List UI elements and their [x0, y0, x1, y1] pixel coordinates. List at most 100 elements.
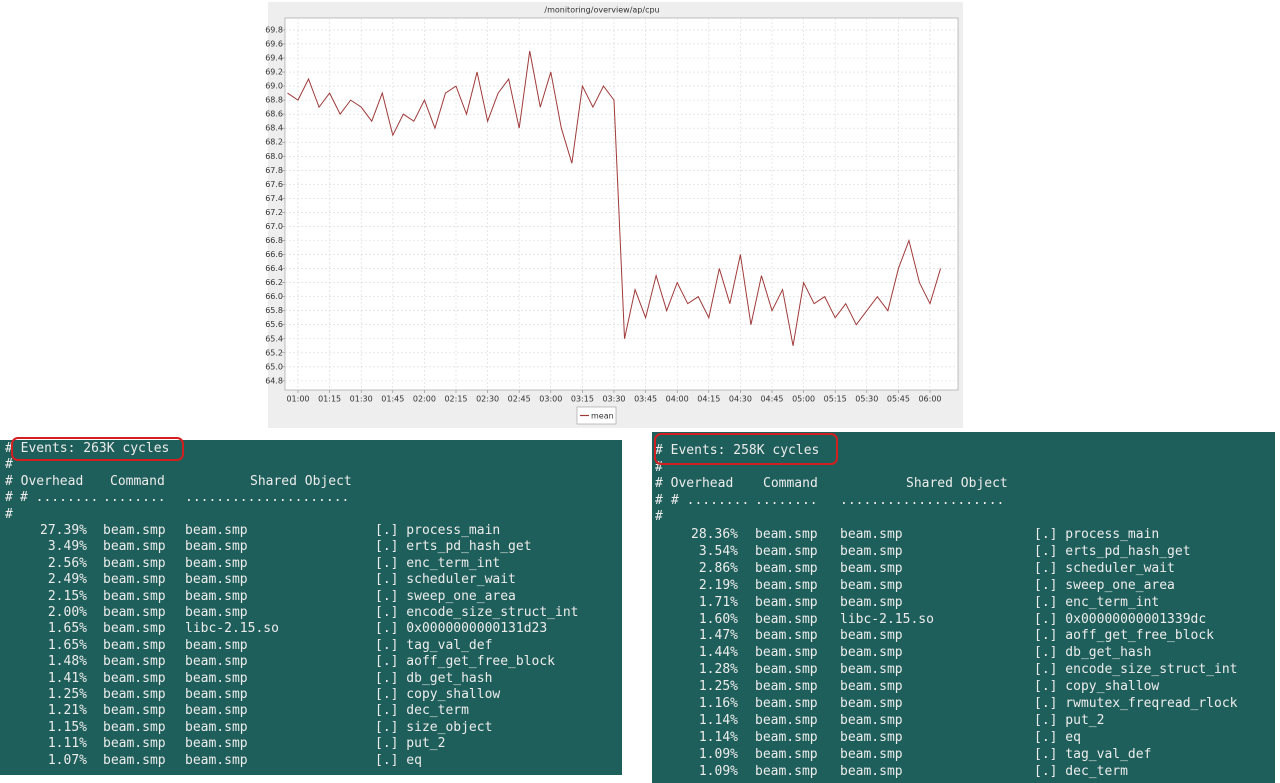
y-tick-label: 67.0	[265, 222, 283, 231]
chart-title: /monitoring/overview/ap/cpu	[544, 6, 659, 15]
highlight-box	[654, 433, 838, 465]
overhead: 1.09%	[698, 746, 738, 762]
symbol: [.] enc_term_int	[1034, 594, 1160, 610]
command: beam.smp	[103, 719, 166, 735]
symbol: [.] tag_val_def	[375, 637, 493, 653]
overhead: 2.15%	[47, 588, 87, 604]
command: beam.smp	[755, 645, 818, 661]
symbol: [.] tag_val_def	[1034, 746, 1152, 762]
overhead: 2.19%	[698, 577, 738, 593]
overhead: 1.11%	[47, 736, 87, 752]
symbol: [.] db_get_hash	[375, 670, 493, 686]
shared-object: beam.smp	[185, 555, 248, 571]
shared-object: beam.smp	[840, 746, 903, 762]
y-tick-label: 68.0	[265, 152, 283, 161]
symbol: [.] aoff_get_free_block	[1034, 628, 1215, 644]
command: beam.smp	[103, 572, 166, 588]
shared-object: beam.smp	[840, 662, 903, 678]
shared-object: beam.smp	[185, 703, 248, 719]
shared-object: beam.smp	[840, 645, 903, 661]
command: beam.smp	[755, 594, 818, 610]
command: beam.smp	[755, 679, 818, 695]
y-tick-label: 67.6	[265, 180, 283, 189]
command: beam.smp	[755, 527, 818, 542]
y-tick-label: 69.4	[265, 54, 283, 63]
command: beam.smp	[755, 560, 818, 576]
symbol: [.] scheduler_wait	[375, 572, 516, 588]
comment-line: #	[655, 492, 663, 508]
y-tick-label: 69.0	[265, 82, 283, 91]
overhead: 28.36%	[691, 527, 738, 542]
y-tick-label: 65.2	[265, 348, 283, 357]
dots: ........	[755, 492, 818, 508]
dots: # ........	[671, 492, 750, 508]
symbol: [.] scheduler_wait	[1034, 560, 1175, 576]
symbol: [.] enc_term_int	[375, 555, 501, 571]
shared-object: beam.smp	[185, 523, 248, 538]
command: beam.smp	[755, 729, 818, 745]
column-header: Shared Object	[250, 473, 352, 489]
symbol: [.] sweep_one_area	[375, 588, 516, 604]
symbol: [.] 0x0000000000131d23	[375, 621, 548, 637]
shared-object: beam.smp	[185, 670, 248, 686]
symbol: [.] erts_pd_hash_get	[375, 539, 532, 555]
comment-line: #	[5, 457, 13, 473]
events-line: # Events: 263K cycles	[5, 441, 170, 456]
shared-object: beam.smp	[840, 543, 903, 559]
overhead: 1.14%	[698, 729, 738, 745]
command: beam.smp	[755, 712, 818, 728]
symbol: [.] size_object	[375, 719, 493, 735]
y-tick-label: 67.2	[265, 208, 283, 217]
column-header: # Overhead	[655, 476, 734, 492]
x-tick-label: 04:00	[666, 395, 689, 404]
overhead: 1.65%	[47, 621, 87, 637]
events-line: # Events: 258K cycles	[655, 443, 820, 458]
comment-line: #	[655, 459, 663, 475]
y-tick-label: 66.8	[265, 236, 283, 245]
command: beam.smp	[755, 696, 818, 711]
shared-object: beam.smp	[185, 687, 248, 702]
overhead: 1.25%	[47, 687, 87, 702]
shared-object: beam.smp	[185, 752, 248, 768]
overhead: 1.44%	[698, 645, 738, 661]
command: beam.smp	[103, 687, 166, 702]
y-tick-label: 65.6	[265, 320, 283, 329]
command: beam.smp	[755, 577, 818, 593]
x-tick-label: 04:45	[760, 395, 783, 404]
symbol: [.] dec_term	[375, 703, 469, 719]
y-tick-label: 65.0	[265, 362, 283, 371]
symbol: [.] aoff_get_free_block	[375, 654, 556, 670]
x-tick-label: 02:00	[413, 395, 436, 404]
shared-object: libc-2.15.so	[185, 621, 279, 637]
command: beam.smp	[755, 628, 818, 644]
y-tick-label: 65.8	[265, 306, 283, 315]
dots: # ........	[20, 490, 99, 506]
overhead: 1.25%	[698, 679, 738, 695]
shared-object: beam.smp	[185, 605, 248, 620]
command: beam.smp	[103, 555, 166, 571]
symbol: [.] encode_size_struct_int	[1034, 662, 1238, 678]
overhead: 2.56%	[47, 555, 87, 571]
overhead: 1.71%	[698, 594, 738, 610]
overhead: 1.14%	[698, 712, 738, 728]
overhead: 2.49%	[47, 572, 87, 588]
shared-object: beam.smp	[840, 712, 903, 728]
overhead: 1.65%	[47, 637, 87, 653]
column-header: Command	[763, 476, 818, 492]
highlight-box	[11, 437, 184, 461]
shared-object: beam.smp	[185, 539, 248, 555]
symbol: [.] put_2	[375, 736, 446, 752]
y-tick-label: 69.2	[265, 68, 283, 77]
symbol: [.] process_main	[375, 523, 501, 538]
shared-object: beam.smp	[840, 594, 903, 610]
overhead: 2.86%	[698, 560, 738, 576]
plot-area	[284, 17, 959, 391]
shared-object: beam.smp	[840, 560, 903, 576]
legend-box	[576, 406, 617, 425]
symbol: [.] db_get_hash	[1034, 645, 1152, 661]
overhead: 1.28%	[698, 662, 738, 678]
symbol: [.] eq	[1034, 729, 1081, 745]
symbol: [.] sweep_one_area	[1034, 577, 1175, 593]
x-tick-label: 05:30	[855, 395, 878, 404]
